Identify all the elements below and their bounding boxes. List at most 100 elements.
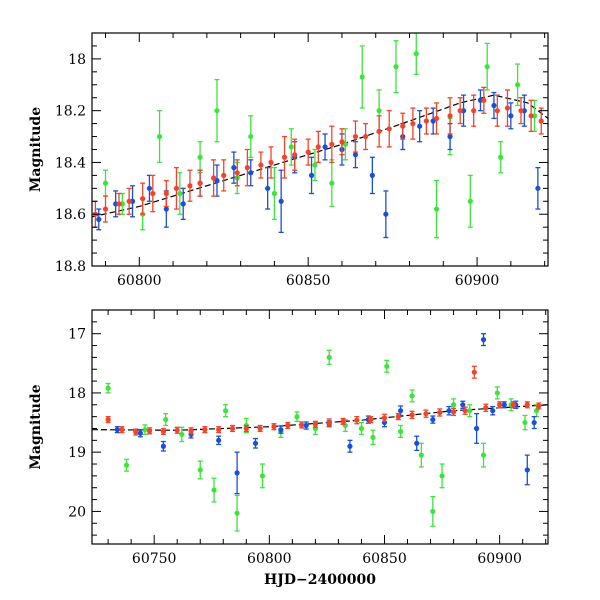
- data-point: [142, 427, 148, 433]
- data-point: [480, 337, 487, 343]
- data-point: [437, 409, 443, 416]
- x-tick-label: 60850: [362, 551, 407, 567]
- data-point: [211, 487, 217, 493]
- data-point: [305, 149, 311, 155]
- top-panel: 60800 60850 60900 18 18.2 18.4 18.6 18.8 Magnitu…: [28, 32, 549, 289]
- data-point: [146, 428, 153, 434]
- data-point: [248, 170, 254, 176]
- data-point: [119, 427, 125, 433]
- data-point: [538, 118, 544, 124]
- data-point: [326, 419, 332, 426]
- data-point: [386, 126, 392, 132]
- y-tick-label: 20: [68, 504, 86, 520]
- data-point: [430, 416, 436, 423]
- model-curve: [92, 404, 548, 431]
- data-point: [381, 415, 388, 421]
- data-point: [370, 434, 376, 440]
- x-tick-label: 60800: [247, 551, 292, 567]
- data-point: [123, 462, 130, 468]
- data-point: [481, 97, 487, 103]
- x-tick-label: 60900: [477, 551, 522, 567]
- y-tick-label: 18: [68, 386, 86, 402]
- data-point: [491, 102, 497, 109]
- data-point: [369, 172, 375, 178]
- y-tick-label: 18: [68, 52, 86, 68]
- data-point: [471, 108, 477, 114]
- data-point: [398, 408, 404, 414]
- data-point: [102, 180, 109, 186]
- y-tick-label: 18.6: [55, 207, 86, 223]
- y-axis-title: Magnitude: [28, 384, 44, 469]
- data-point: [188, 428, 194, 434]
- data-point: [409, 393, 415, 399]
- data-point: [322, 144, 328, 150]
- data-point: [259, 473, 266, 479]
- data-point: [384, 363, 390, 369]
- data-point: [222, 408, 229, 414]
- data-point: [271, 190, 277, 197]
- data-point: [126, 198, 132, 204]
- data-point: [515, 82, 521, 88]
- data-point: [244, 165, 250, 171]
- data-point: [234, 170, 240, 176]
- data-point: [156, 133, 163, 140]
- data-point: [308, 172, 315, 178]
- data-point: [457, 108, 463, 114]
- data-point: [483, 405, 489, 411]
- data-point: [447, 133, 453, 140]
- data-point: [105, 416, 111, 423]
- data-point: [268, 159, 274, 166]
- data-point: [102, 206, 109, 212]
- data-point: [197, 467, 203, 473]
- data-point: [163, 206, 169, 212]
- y-axis-title: Magnitude: [28, 107, 44, 192]
- data-point: [522, 419, 528, 426]
- data-point: [339, 139, 345, 145]
- data-point: [359, 74, 365, 80]
- data-point: [187, 183, 193, 189]
- bottom-panel: 60750 60800 60850 60900 17 18 19 20 Magnitude HJD…: [28, 309, 549, 588]
- data-point: [501, 402, 507, 408]
- data-point: [234, 470, 240, 476]
- data-point: [494, 390, 500, 396]
- data-point: [467, 198, 473, 204]
- data-point: [315, 144, 321, 150]
- data-point: [326, 354, 332, 360]
- data-point: [214, 108, 220, 114]
- data-point: [462, 408, 468, 414]
- data-point: [414, 440, 420, 446]
- data-point: [363, 133, 369, 140]
- data-point: [243, 425, 249, 432]
- y-tick-label: 18.8: [55, 259, 86, 275]
- x-tick-label: 60800: [117, 273, 162, 289]
- data-point: [211, 175, 217, 181]
- data-point: [229, 425, 236, 432]
- data-point: [494, 108, 500, 114]
- data-point: [248, 133, 254, 140]
- data-point: [114, 427, 120, 433]
- data-point: [137, 430, 143, 436]
- data-point: [216, 427, 222, 433]
- y-tick-label: 19: [68, 445, 86, 461]
- data-point: [467, 408, 473, 414]
- data-point: [294, 414, 300, 420]
- data-point: [413, 51, 419, 57]
- data-point: [536, 403, 542, 409]
- data-point: [409, 412, 415, 418]
- data-point: [423, 411, 429, 417]
- data-point: [221, 172, 227, 178]
- data-point: [423, 118, 429, 124]
- data-point: [146, 185, 153, 191]
- data-point: [354, 417, 360, 423]
- data-point: [531, 419, 537, 426]
- data-point: [202, 427, 208, 433]
- data-point: [433, 115, 440, 122]
- data-point: [257, 425, 263, 432]
- x-axis-title: HJD−2400000: [264, 572, 376, 588]
- data-point: [303, 422, 309, 429]
- data-point: [160, 443, 166, 449]
- plot-frame: [91, 309, 549, 545]
- plot-area: [92, 33, 548, 239]
- data-point: [504, 105, 511, 111]
- data-point: [352, 133, 359, 140]
